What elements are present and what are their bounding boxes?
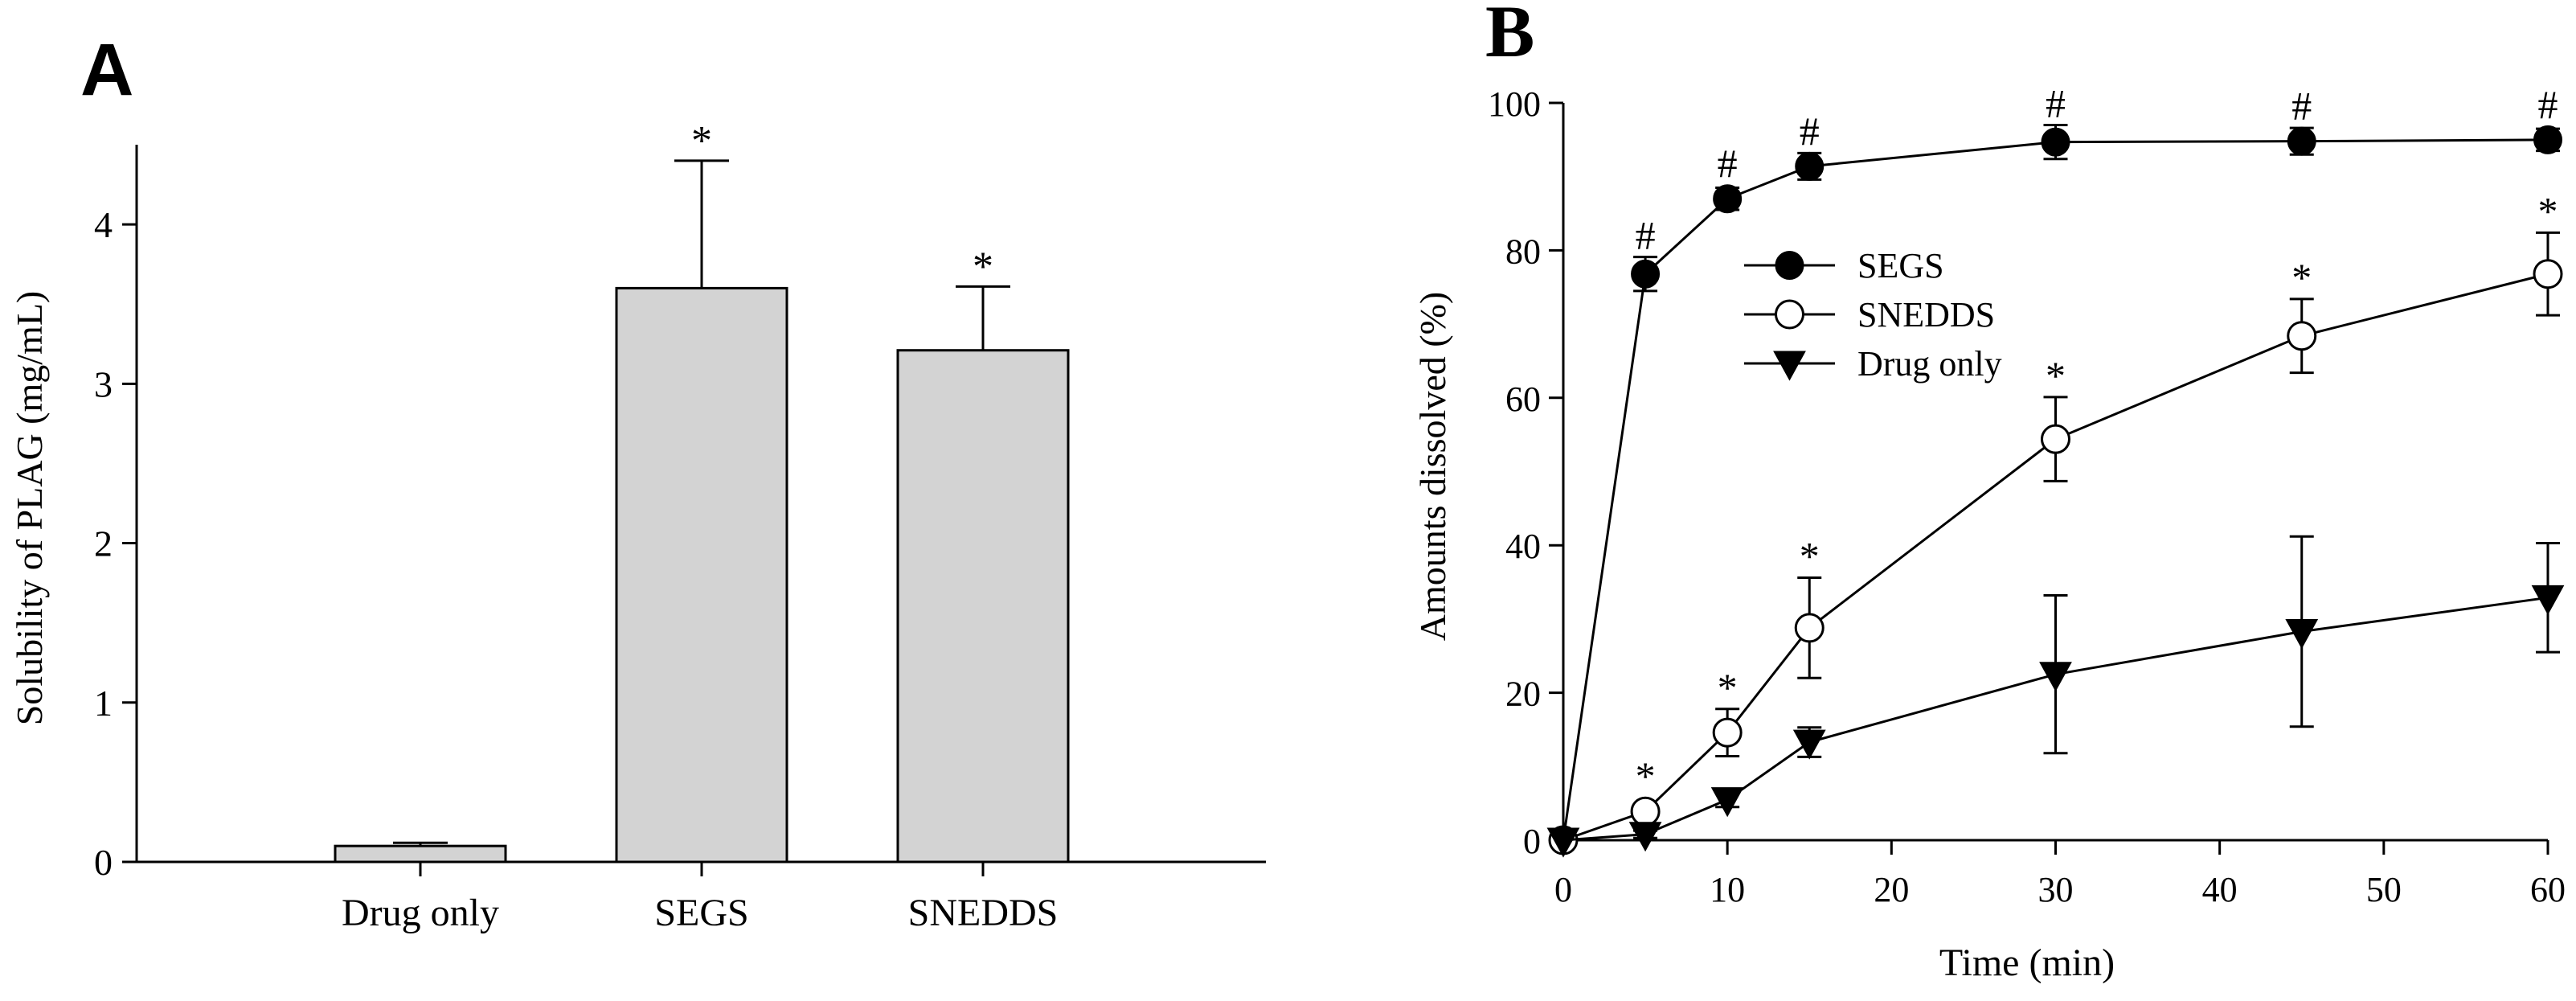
panel-b-point-segs [1713,184,1743,214]
panel-b-point-drug-only [2531,585,2565,615]
panel-b-point-snedds [2287,321,2317,351]
panel-b-x-tick-label: 30 [2038,870,2074,909]
panel-b-x-tick-label: 50 [2366,870,2402,909]
panel-b-significance-mark-segs: # [1800,109,1820,154]
panel-a-y-axis-label: Solubility of PLAG (mg/mL) [9,291,50,726]
panel-b-label: B [1485,0,1534,72]
panel-b-y-tick-label: 40 [1505,527,1541,566]
panel-a-bar [334,844,507,864]
panel-a-significance-mark: * [691,118,712,164]
panel-b-x-tick-label: 20 [1874,870,1909,909]
panel-b-point-segs [1795,151,1824,181]
panel-a-label: A [80,29,133,111]
panel-b-significance-mark-segs: # [1636,213,1656,258]
panel-b-point-drug-only [2039,662,2072,692]
panel-b-point-snedds [1794,613,1824,643]
panel-b-line-chart: Amounts dissolved (%) Time (min) 0 20 40 60… [1412,81,2566,984]
panel-b-point-drug-only [1628,822,1662,852]
panel-b-significance-mark-segs: # [2046,81,2066,126]
panel-b-significance-mark-snedds: * [1800,534,1820,579]
panel-b-legend-label-segs: SEGS [1857,246,1944,285]
panel-b-y-tick-label: 80 [1505,232,1541,271]
panel-b-y-tick-label: 60 [1505,379,1541,419]
panel-b-point-snedds [1712,717,1743,748]
panel-b-point-drug-only [1710,787,1744,818]
panel-b-point-segs [1631,259,1661,289]
panel-b-point-segs [2287,126,2316,156]
panel-b-y-tick-label: 100 [1488,84,1541,124]
panel-b-x-axis-label: Time (min) [1939,942,2115,984]
panel-b-significance-mark-snedds: * [2538,188,2558,233]
panel-b-significance-mark-segs: # [2291,84,2312,129]
panel-a-y-tick-label: 2 [94,523,113,564]
panel-a-significance-mark: * [973,244,993,289]
panel-b-legend-label-drug-only: Drug only [1857,344,2002,384]
panel-b-significance-mark-snedds: * [2046,353,2066,398]
panel-b-point-snedds [1630,796,1661,827]
panel-b-y-tick-label: 0 [1523,822,1541,861]
panel-a-bar [896,349,1070,864]
panel-b-legend-marker-snedds [1775,299,1804,330]
panel-b-point-drug-only [1546,827,1580,858]
panel-b-legend-marker-segs [1775,251,1804,280]
panel-b-significance-mark-snedds: * [1718,665,1738,710]
panel-b-point-drug-only [2285,619,2319,650]
panel-b-legend-label-snedds: SNEDDS [1857,295,1995,334]
panel-a-bar-chart: Solubility of PLAG (mg/mL) 0 1 2 3 4 Drug onl… [9,118,1266,934]
panel-a-x-tick-label: Drug only [342,892,499,934]
panel-b-y-tick-label: 20 [1505,675,1541,714]
panel-b-point-drug-only [1792,729,1826,760]
panel-a-y-tick-label: 0 [94,842,113,883]
panel-b-x-tick-label: 40 [2202,870,2238,909]
panel-b-point-snedds [2041,424,2070,454]
panel-b-legend-marker-drug-only [1773,351,1806,381]
panel-b-y-axis-label: Amounts dissolved (%) [1412,292,1453,641]
panel-b-significance-mark-segs: # [1718,141,1738,186]
panel-a-x-tick-label: SEGS [654,892,748,934]
panel-a-x-tick-label: SNEDDS [908,892,1059,934]
panel-b-significance-mark-segs: # [2538,82,2558,127]
panel-a-y-tick-label: 1 [94,683,113,724]
panel-a-y-tick-label: 3 [94,363,113,404]
panel-a-y-tick-label: 4 [94,204,113,245]
panel-b-x-tick-label: 0 [1554,870,1572,909]
panel-b-significance-mark-snedds: * [1636,753,1656,798]
panel-b-point-snedds [2533,259,2563,289]
panel-a-bar [615,286,788,864]
panel-b-point-segs [2041,127,2070,157]
panel-b-point-segs [2533,125,2562,154]
panel-b-x-tick-label: 60 [2530,870,2566,909]
panel-b-x-tick-label: 10 [1710,870,1745,909]
panel-b-significance-mark-snedds: * [2291,255,2312,300]
